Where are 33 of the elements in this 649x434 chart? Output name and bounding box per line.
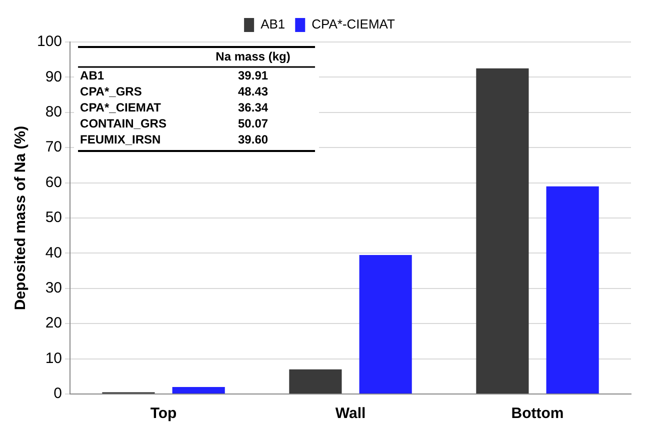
- y-tick-label: 60: [45, 174, 62, 191]
- annotation: 39.91: [238, 68, 268, 82]
- y-tick-label: 80: [45, 104, 62, 121]
- bar: [546, 186, 599, 394]
- y-tick-label: 0: [54, 385, 62, 402]
- legend-label: AB1: [260, 16, 286, 32]
- x-tick-label: Wall: [335, 405, 366, 422]
- y-tick-label: 70: [45, 138, 62, 156]
- y-tick-label: 50: [45, 209, 62, 226]
- annotation: FEUMIX_IRSN: [80, 132, 161, 146]
- x-tick-label: Bottom: [511, 405, 564, 422]
- y-tick-label: 30: [45, 280, 62, 297]
- annotation: 39.60: [238, 132, 268, 146]
- bar: [476, 68, 529, 394]
- annotation: CONTAIN_GRS: [80, 116, 166, 130]
- legend-label: CPA*-CIEMAT: [312, 16, 395, 32]
- bar: [172, 386, 225, 394]
- annotation: AB1: [80, 68, 104, 82]
- x-tick-label: Top: [150, 405, 177, 422]
- annotation: CPA*_GRS: [80, 84, 142, 98]
- annotation: 48.43: [238, 84, 268, 98]
- y-tick-label: 40: [45, 244, 62, 262]
- annotation: CPA*_CIEMAT: [80, 100, 162, 114]
- bar: [289, 369, 342, 394]
- bar: [359, 254, 412, 394]
- y-tick-label: 20: [45, 314, 62, 332]
- y-tick-label: 10: [45, 350, 62, 367]
- y-tick-label: 90: [45, 68, 62, 86]
- annotation: 36.34: [238, 100, 268, 114]
- annotation: 50.07: [238, 116, 268, 130]
- y-axis-title: Deposited mass of Na (%): [12, 126, 30, 310]
- y-tick-label: 100: [36, 33, 62, 50]
- annotation: Na mass (kg): [216, 49, 290, 64]
